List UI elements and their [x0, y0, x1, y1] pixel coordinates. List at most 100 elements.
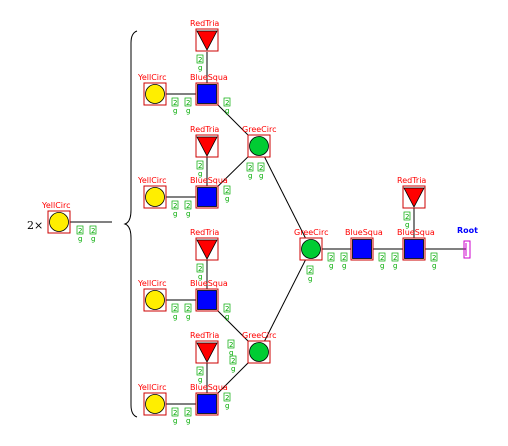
svg-text:g: g [186, 210, 190, 218]
blue-squa-node: BlueSqua 2g [190, 279, 231, 321]
svg-text:g: g [186, 107, 190, 115]
svg-text:2: 2 [225, 394, 229, 402]
yellow-circle-icon [145, 187, 165, 207]
svg-text:g: g [198, 273, 202, 281]
svg-text:g: g [229, 349, 233, 357]
yellow-circle-icon [145, 394, 165, 414]
svg-text:2: 2 [329, 254, 333, 262]
svg-text:2: 2 [405, 213, 409, 221]
linkage-tag: 2g [378, 252, 386, 270]
svg-text:2: 2 [229, 341, 233, 349]
gree-circ-label: GreeCirc [294, 228, 328, 237]
linkage-tag: 2g [171, 97, 179, 115]
blue-square-icon [352, 239, 372, 259]
linkage-tag: 2g [227, 339, 235, 357]
svg-text:2: 2 [198, 162, 202, 170]
linkage-tag: 2g [223, 392, 231, 410]
svg-text:2: 2 [393, 254, 397, 262]
svg-text:2: 2 [231, 357, 235, 365]
red-triangle-icon [196, 30, 218, 51]
svg-text:2: 2 [186, 99, 190, 107]
linkage-tag: 2g [196, 366, 204, 384]
yell-circ-label: YellCirc [137, 176, 167, 185]
root-label: Root [457, 226, 478, 235]
brace [123, 30, 138, 418]
red-triangle-icon [196, 342, 218, 363]
blue-squa-label: BlueSqua [190, 279, 228, 288]
svg-text:2: 2 [225, 99, 229, 107]
svg-text:2: 2 [173, 305, 177, 313]
linkage-tag: 2g [246, 162, 254, 180]
red-tria-node: RedTria 2g [190, 19, 219, 72]
svg-text:2: 2 [186, 305, 190, 313]
svg-text:2: 2 [198, 56, 202, 64]
svg-text:2: 2 [248, 164, 252, 172]
yell-circ-node: YellCirc 2g 2g [137, 279, 192, 321]
multiplier-label: 2× [27, 219, 43, 232]
svg-text:g: g [173, 210, 177, 218]
linkage-tag: 2g [171, 303, 179, 321]
yell-circ-label: YellCirc [137, 279, 167, 288]
svg-text:g: g [225, 107, 229, 115]
linkage-tag: 2g [76, 225, 84, 243]
svg-text:g: g [198, 376, 202, 384]
yell-circ-label: YellCirc [137, 73, 167, 82]
svg-text:g: g [198, 170, 202, 178]
linkage-tag: 2g [196, 160, 204, 178]
svg-text:g: g [173, 107, 177, 115]
svg-text:2: 2 [225, 187, 229, 195]
red-tria-node: RedTria 2g [190, 228, 219, 281]
linkage-tag: 2g [184, 407, 192, 425]
svg-text:g: g [225, 313, 229, 321]
svg-text:g: g [231, 365, 235, 373]
red-triangle-icon [196, 239, 218, 260]
svg-text:2: 2 [173, 409, 177, 417]
svg-text:2: 2 [308, 267, 312, 275]
blue-square-icon [197, 187, 217, 207]
linkage-tag: 2g [223, 303, 231, 321]
svg-text:2: 2 [91, 227, 95, 235]
red-tria-node: RedTria 2g [397, 176, 426, 229]
svg-text:g: g [186, 417, 190, 425]
blue-squa-label: BlueSqua [397, 228, 435, 237]
svg-text:2: 2 [173, 202, 177, 210]
red-tria-label: RedTria [190, 19, 219, 28]
linkage-tag: 2g [430, 252, 438, 270]
red-tria-label: RedTria [190, 228, 219, 237]
root-bracket-icon [463, 240, 471, 259]
svg-text:g: g [248, 172, 252, 180]
yellow-circle-icon [145, 84, 165, 104]
blue-square-icon [197, 290, 217, 310]
green-circle-icon [301, 239, 321, 259]
yell-circ-label: YellCirc [41, 201, 71, 210]
linkage-tag: 2g [171, 200, 179, 218]
linkage-tag: 2g [391, 252, 399, 270]
yell-circ-node: YellCirc 2g 2g [41, 201, 97, 243]
svg-text:g: g [259, 172, 263, 180]
linkage-tag: 2g [89, 225, 97, 243]
linkage-tag: 2g [171, 407, 179, 425]
linkage-tag: 2g [223, 185, 231, 203]
svg-text:2: 2 [225, 305, 229, 313]
red-tria-label: RedTria [397, 176, 426, 185]
svg-text:g: g [329, 262, 333, 270]
linkage-tag: 2g [184, 200, 192, 218]
blue-squa-node: BlueSqua 2g [397, 228, 438, 270]
linkage-tag: 2g [184, 303, 192, 321]
svg-text:2: 2 [198, 265, 202, 273]
gree-circ-label: GreeCirc [242, 331, 276, 340]
green-circle-icon [249, 136, 269, 156]
svg-text:2: 2 [432, 254, 436, 262]
linkage-tag: 2g [257, 162, 265, 180]
linkage-tag: 2g [327, 252, 335, 270]
linkage-tag: 2g [196, 54, 204, 72]
svg-text:2: 2 [186, 409, 190, 417]
blue-square-icon [197, 394, 217, 414]
yell-circ-label: YellCirc [137, 383, 167, 392]
